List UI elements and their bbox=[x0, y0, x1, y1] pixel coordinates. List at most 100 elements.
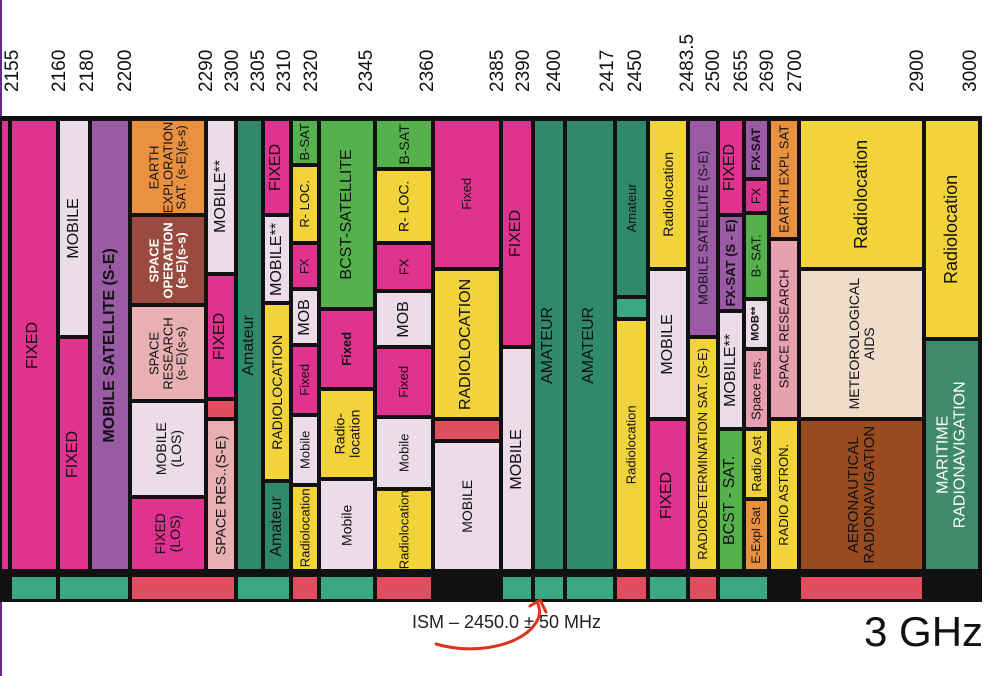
band-strip bbox=[533, 575, 565, 601]
cell-label: SPACE OPERATION (s-E)(s-s) bbox=[146, 221, 189, 299]
cell-fx-2345: FX bbox=[375, 243, 433, 291]
cell-eexpl-2655: E-Expl Sat bbox=[744, 499, 769, 571]
cell-label: MOB bbox=[295, 298, 313, 336]
cell-label: FIXED bbox=[211, 312, 229, 361]
frequency-label-2450: 2450 bbox=[625, 49, 646, 92]
cell-label: MOBILE bbox=[507, 428, 525, 490]
cell-radioloc-2360: RADIOLOCATION bbox=[433, 269, 501, 419]
frequency-label-2385: 2385 bbox=[487, 49, 508, 92]
band-strip bbox=[10, 575, 58, 601]
band-strip bbox=[718, 575, 769, 601]
cell-label: E-Expl Sat bbox=[749, 506, 764, 564]
cell-amateur-2300: Amateur bbox=[236, 119, 263, 571]
cell-fxsat-2655: FX-SAT bbox=[744, 119, 769, 179]
cell-label: Radiolocation bbox=[941, 174, 962, 284]
cell-label: METEOROLOGICAL AIDS bbox=[845, 278, 877, 410]
cell-radioloc-2345: Radiolocation bbox=[375, 489, 433, 571]
cell-label: Radiolocation bbox=[851, 139, 872, 249]
cell-radiodet-2483: RADIODETERMINATION SAT. (S-E) bbox=[688, 337, 718, 571]
cell-mobsat-2180: MOBILE SATELLITE (S-E) bbox=[90, 119, 130, 571]
cell-label: Fixed bbox=[459, 178, 475, 210]
cell-label: MOB bbox=[394, 300, 412, 338]
cell-fx-2310: FX bbox=[291, 243, 319, 289]
frequency-label-2300: 2300 bbox=[222, 49, 243, 92]
cell-label: SPACE RES..(S-E) bbox=[212, 435, 229, 555]
frequency-label-2400: 2400 bbox=[544, 49, 565, 92]
cell-space-op-2200: SPACE OPERATION (s-E)(s-s) bbox=[130, 215, 206, 305]
cell-mobile-los-2200: MOBILE (LOS) bbox=[130, 401, 206, 497]
frequency-label-2305: 2305 bbox=[248, 49, 269, 92]
frequency-label-2180: 2180 bbox=[77, 49, 98, 92]
cell-label: Space res. bbox=[748, 357, 764, 421]
cell-label: Radiolocation bbox=[297, 488, 313, 568]
frequency-label-2320: 2320 bbox=[301, 49, 322, 92]
band-strip bbox=[58, 575, 130, 601]
cell-maritime-2900: MARITIME RADIONAVIGATION bbox=[924, 339, 980, 571]
cell-label: B- SAT. bbox=[748, 234, 764, 278]
band-strip bbox=[319, 575, 375, 601]
cell-bcst-2320: BCST-SATELLITE bbox=[319, 119, 375, 309]
frequency-label-3000: 3000 bbox=[960, 49, 981, 92]
frequency-label-2483.5: 2483.5 bbox=[677, 33, 698, 92]
cell-mobile-2345: Mobile bbox=[375, 417, 433, 489]
cell-amateur-2390: AMATEUR bbox=[533, 119, 565, 571]
band-strip bbox=[565, 575, 615, 601]
band-strip bbox=[648, 575, 688, 601]
ism-label: ISM – 2450.0 ± 50 MHz bbox=[412, 612, 601, 632]
cell-rloc-2310: R- LOC. bbox=[291, 165, 319, 243]
frequency-label-2360: 2360 bbox=[417, 49, 438, 92]
cell-radioloc-2417: Radiolocation bbox=[615, 319, 648, 571]
cell-mobile-2360: MOBILE bbox=[433, 441, 501, 571]
cell-radioloc-2305: RADIOLOCATION bbox=[263, 303, 291, 481]
cell-label: MOBILE** bbox=[267, 222, 285, 296]
band-strip bbox=[688, 575, 718, 601]
cell-bsat-2655: B- SAT. bbox=[744, 213, 769, 299]
cell-meteo-2700: METEOROLOGICAL AIDS bbox=[799, 269, 924, 419]
cell-label: MOBILE bbox=[658, 313, 676, 375]
cell-label: MOBILE SATELLITE (S-E) bbox=[695, 150, 711, 306]
cell-radioloc-2450: Radiolocation bbox=[648, 119, 688, 269]
frequency-label-2900: 2900 bbox=[907, 49, 928, 92]
cell-amateur-2305: Amateur bbox=[263, 481, 291, 571]
cell-radioast-2655: Radio Ast bbox=[744, 429, 769, 499]
cell-earthexpl-2690: EARTH EXPL SAT bbox=[769, 119, 799, 239]
cell-fixed-2160: FIXED bbox=[58, 337, 90, 571]
frequency-label-2500: 2500 bbox=[703, 49, 724, 92]
cell-mobile-2385: MOBILE bbox=[501, 347, 533, 571]
cell-label: FX-SAT bbox=[749, 127, 764, 171]
cell-label: Radiolocation bbox=[396, 490, 412, 570]
cell-fixed-2450: FIXED bbox=[648, 419, 688, 571]
cell-label: MOBILE bbox=[64, 197, 82, 259]
cell-mobile-2160: MOBILE bbox=[58, 119, 90, 337]
cell-label: MOBILE (LOS) bbox=[152, 422, 183, 476]
cell-mobile-2310: Mobile bbox=[291, 415, 319, 485]
red-pen-annotation bbox=[434, 597, 548, 651]
cell-radioloc-2320: Radio- location bbox=[319, 389, 375, 479]
cell-spaceres-2655: Space res. bbox=[744, 349, 769, 429]
cell-bsat-2345: B-SAT bbox=[375, 119, 433, 169]
cell-label: FIXED (LOS) bbox=[152, 513, 183, 555]
band-strip bbox=[799, 575, 924, 601]
cell-label: FX-SAT (S - E) bbox=[723, 219, 739, 307]
cell-fixed-2305: FIXED bbox=[263, 119, 291, 215]
cell-label: R- LOC. bbox=[395, 180, 412, 232]
cell-label: EARTH EXPL SAT bbox=[776, 124, 792, 234]
frequency-label-2345: 2345 bbox=[356, 49, 377, 92]
cell-label: Radiolocation bbox=[623, 405, 639, 485]
cell-label: Fixed bbox=[297, 364, 313, 396]
cell-label: RADIOLOCATION bbox=[457, 278, 475, 410]
cell-fixed-2345: Fixed bbox=[375, 347, 433, 417]
cell-label: Radiolocation bbox=[659, 151, 676, 237]
frequency-label-2290: 2290 bbox=[196, 49, 217, 92]
band-strip bbox=[501, 575, 533, 601]
cell-label: MOBILE bbox=[458, 479, 475, 533]
cell-label: RADIOLOCATION bbox=[268, 334, 285, 450]
cell-label: MOBILE SATELLITE (S-E) bbox=[100, 247, 118, 443]
frequency-label-2390: 2390 bbox=[513, 49, 534, 92]
cell-red-2290 bbox=[206, 399, 236, 419]
cell-fixed-2290: FIXED bbox=[206, 274, 236, 399]
cell-amateur-2400: AMATEUR bbox=[565, 119, 615, 571]
cell-rloc-2345: R- LOC. bbox=[375, 169, 433, 243]
cell-label: RADIO ASTRON. bbox=[776, 444, 792, 546]
cell-label: Amateur bbox=[240, 314, 258, 376]
